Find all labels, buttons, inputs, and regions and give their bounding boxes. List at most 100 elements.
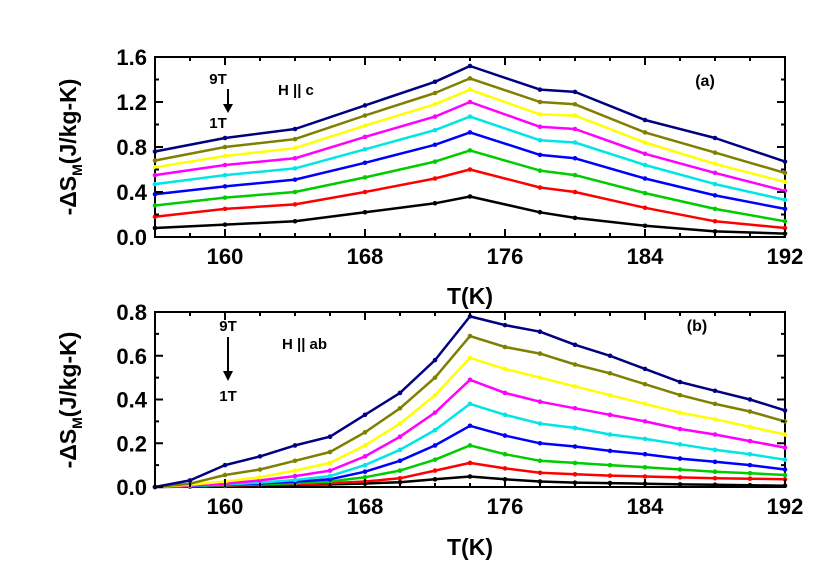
x-tick-label-a: 192 bbox=[767, 244, 804, 269]
data-point-a-4 bbox=[292, 177, 298, 182]
data-point-b-9 bbox=[467, 314, 473, 319]
data-point-a-7 bbox=[467, 87, 473, 92]
data-point-b-4 bbox=[362, 469, 368, 474]
data-point-a-1 bbox=[712, 229, 718, 234]
data-point-a-5 bbox=[222, 172, 228, 178]
y-tick-label-a: 0.4 bbox=[116, 180, 147, 205]
data-point-a-4 bbox=[432, 142, 438, 148]
x-axis-label-b: T(K) bbox=[447, 534, 493, 560]
data-point-a-2 bbox=[782, 225, 788, 231]
data-point-b-7 bbox=[712, 416, 718, 422]
data-point-b-6 bbox=[467, 377, 473, 383]
data-point-b-5 bbox=[467, 401, 473, 407]
data-point-b-6 bbox=[502, 390, 508, 396]
data-point-a-9 bbox=[292, 126, 298, 132]
data-point-b-2 bbox=[397, 475, 403, 481]
data-point-b-7 bbox=[257, 474, 263, 480]
data-point-b-6 bbox=[712, 432, 718, 437]
data-point-a-2 bbox=[152, 214, 158, 220]
data-point-b-6 bbox=[747, 438, 753, 444]
y-label-main-a: -ΔS bbox=[55, 176, 81, 216]
data-point-b-8 bbox=[327, 449, 333, 455]
field-bottom-label-a: 1T bbox=[209, 115, 227, 132]
data-point-a-4 bbox=[712, 193, 718, 198]
data-point-b-6 bbox=[572, 405, 578, 411]
data-point-a-5 bbox=[432, 127, 438, 133]
x-tick-label-b: 160 bbox=[207, 494, 244, 519]
data-point-b-9 bbox=[292, 443, 298, 448]
data-point-a-3 bbox=[537, 168, 543, 173]
data-point-b-1 bbox=[432, 477, 438, 482]
data-point-a-4 bbox=[642, 176, 648, 181]
data-point-b-7 bbox=[432, 392, 438, 398]
y-tick-label-a: 0.8 bbox=[116, 135, 147, 160]
data-point-b-7 bbox=[467, 355, 473, 361]
data-point-b-7 bbox=[677, 410, 683, 415]
data-point-b-9 bbox=[572, 342, 578, 348]
y-tick-label-b: 0.0 bbox=[116, 475, 147, 500]
data-point-a-1 bbox=[292, 218, 298, 224]
data-point-b-9 bbox=[537, 329, 543, 334]
data-point-b-8 bbox=[292, 458, 298, 464]
data-point-b-5 bbox=[502, 412, 508, 418]
data-point-a-4 bbox=[362, 160, 368, 166]
data-point-b-9 bbox=[257, 454, 263, 459]
data-point-a-9 bbox=[537, 87, 543, 92]
data-point-a-3 bbox=[222, 195, 228, 200]
y-axis-label-b: -ΔSM(J/kg-K) bbox=[55, 332, 85, 469]
data-point-b-7 bbox=[397, 421, 403, 426]
series-line-a-1 bbox=[153, 195, 787, 235]
data-point-a-7 bbox=[712, 161, 718, 167]
data-point-a-8 bbox=[432, 90, 438, 96]
data-point-a-9 bbox=[642, 117, 648, 123]
data-point-b-8 bbox=[222, 472, 228, 478]
data-point-a-2 bbox=[642, 205, 648, 211]
data-point-b-9 bbox=[747, 397, 753, 402]
x-tick-label-a: 184 bbox=[627, 244, 664, 269]
data-point-b-3 bbox=[537, 458, 543, 464]
data-point-a-5 bbox=[362, 146, 368, 152]
data-point-a-2 bbox=[712, 218, 718, 224]
y-tick-label-a: 1.6 bbox=[116, 45, 147, 70]
data-point-b-5 bbox=[782, 457, 788, 462]
data-point-b-8 bbox=[397, 405, 403, 411]
data-point-a-6 bbox=[712, 170, 718, 176]
data-point-b-9 bbox=[397, 390, 403, 396]
data-point-a-8 bbox=[152, 158, 158, 163]
x-tick-label-b: 192 bbox=[767, 494, 804, 519]
field-annotation-b: H || ab bbox=[282, 336, 327, 353]
data-point-a-6 bbox=[432, 114, 438, 119]
data-point-a-2 bbox=[537, 185, 543, 190]
data-point-a-1 bbox=[222, 222, 228, 227]
data-point-b-3 bbox=[432, 457, 438, 462]
data-point-a-8 bbox=[572, 101, 578, 107]
data-point-a-3 bbox=[292, 189, 298, 195]
data-point-b-3 bbox=[782, 472, 788, 478]
data-point-a-7 bbox=[152, 164, 158, 170]
data-point-b-2 bbox=[607, 473, 613, 478]
data-point-a-8 bbox=[537, 99, 543, 105]
data-point-b-9 bbox=[187, 478, 193, 483]
data-point-b-4 bbox=[432, 443, 438, 448]
data-point-b-8 bbox=[362, 430, 368, 435]
data-point-a-8 bbox=[642, 130, 648, 135]
data-point-b-7 bbox=[362, 443, 368, 448]
data-point-a-2 bbox=[467, 167, 473, 172]
plot-frame-a bbox=[154, 56, 786, 238]
data-point-a-9 bbox=[712, 135, 718, 141]
y-label-main-b: -ΔS bbox=[55, 429, 81, 469]
data-point-b-6 bbox=[362, 454, 368, 459]
data-point-b-4 bbox=[467, 423, 473, 429]
data-point-a-4 bbox=[572, 155, 578, 161]
data-point-a-6 bbox=[362, 134, 368, 140]
data-point-b-1 bbox=[397, 479, 403, 485]
field-top-label-b: 9T bbox=[219, 318, 237, 335]
data-point-a-2 bbox=[222, 206, 228, 212]
data-point-b-2 bbox=[537, 470, 543, 476]
data-point-b-7 bbox=[747, 424, 753, 430]
data-point-b-2 bbox=[712, 475, 718, 481]
x-tick-label-b: 176 bbox=[487, 494, 524, 519]
data-point-a-7 bbox=[432, 101, 438, 107]
data-point-a-5 bbox=[292, 166, 298, 171]
data-point-b-6 bbox=[327, 468, 333, 473]
